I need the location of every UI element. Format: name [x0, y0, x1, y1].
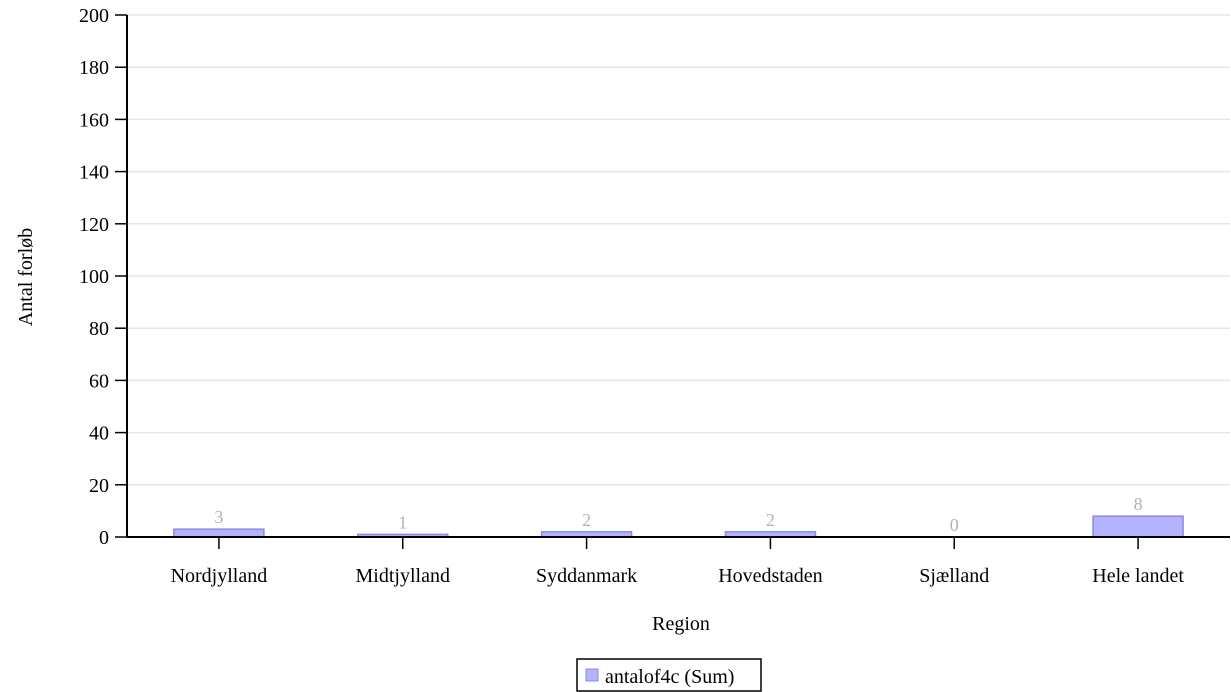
- x-tick-label: Nordjylland: [171, 565, 268, 587]
- y-tick-label: 20: [89, 475, 109, 497]
- y-tick-label: 80: [89, 318, 109, 340]
- y-tick-label: 40: [89, 423, 109, 445]
- data-label: 8: [1134, 494, 1143, 514]
- data-labels: 3 1 2 2 0 8: [214, 494, 1142, 535]
- y-tick-label: 120: [79, 214, 109, 236]
- x-tick-label: Syddanmark: [536, 565, 637, 587]
- x-tick-label: Hovedstaden: [718, 565, 822, 587]
- legend-swatch: [585, 668, 599, 682]
- x-tick-label: Sjælland: [919, 565, 989, 587]
- data-label: 3: [214, 507, 223, 527]
- bars: [173, 515, 1184, 538]
- x-axis-ticks: Nordjylland Midtjylland Syddanmark Hovedsta…: [171, 537, 1184, 587]
- x-axis-title: Region: [652, 613, 710, 635]
- y-tick-label: 100: [79, 266, 109, 288]
- legend: antalof4c (Sum): [576, 658, 762, 692]
- data-label: 2: [582, 510, 591, 530]
- y-tick-label: 160: [79, 109, 109, 131]
- y-tick-label: 140: [79, 162, 109, 184]
- legend-entry: antalof4c (Sum): [605, 666, 734, 688]
- legend-box: [576, 658, 762, 692]
- data-label: 0: [950, 515, 959, 535]
- y-tick-label: 180: [79, 57, 109, 79]
- y-tick-label: 200: [79, 5, 109, 27]
- y-axis-ticks: 0 20 40 60 80 100 120 140 160 180 200: [79, 5, 127, 549]
- y-axis-title: Antal forløb: [15, 228, 37, 326]
- data-label: 1: [398, 512, 407, 532]
- bar: [173, 528, 265, 538]
- y-tick-label: 0: [99, 527, 109, 549]
- data-label: 2: [766, 510, 775, 530]
- bar: [1092, 515, 1184, 538]
- x-tick-label: Hele landet: [1092, 565, 1184, 587]
- grid-lines: [127, 14, 1230, 486]
- x-tick-label: Midtjylland: [356, 565, 450, 587]
- y-tick-label: 60: [89, 370, 109, 392]
